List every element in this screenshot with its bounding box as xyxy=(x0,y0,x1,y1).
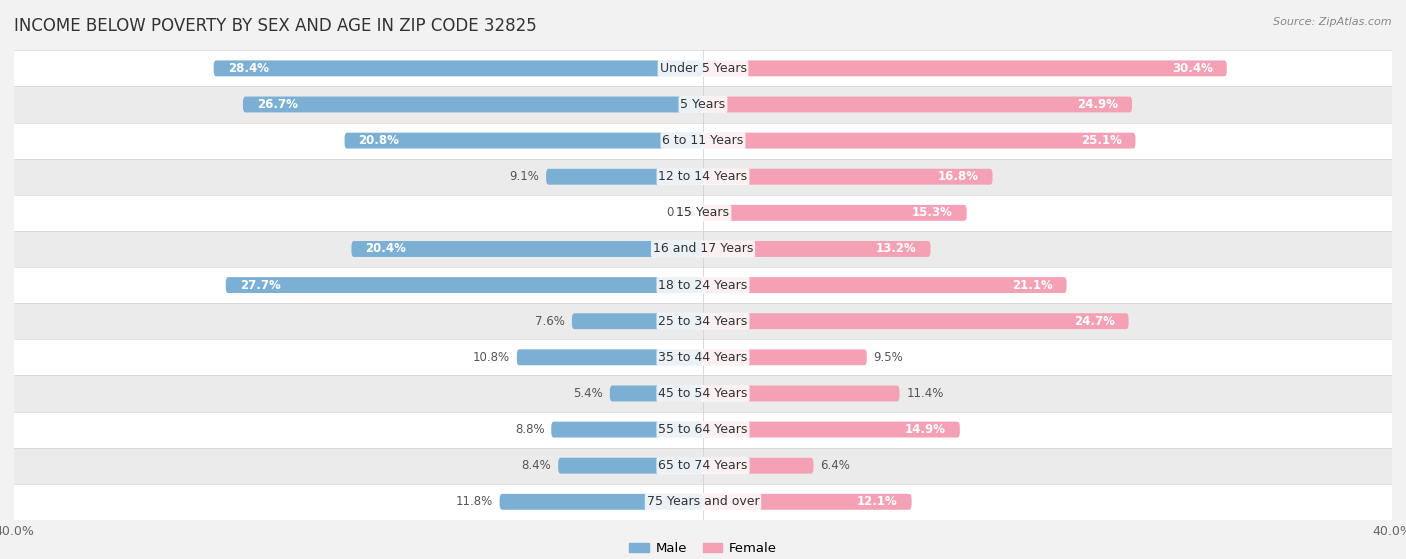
Text: 8.8%: 8.8% xyxy=(515,423,544,436)
Text: 45 to 54 Years: 45 to 54 Years xyxy=(658,387,748,400)
Text: 14.9%: 14.9% xyxy=(905,423,946,436)
Text: 12.1%: 12.1% xyxy=(856,495,897,508)
Text: 13.2%: 13.2% xyxy=(876,243,917,255)
Text: 20.8%: 20.8% xyxy=(359,134,399,147)
FancyBboxPatch shape xyxy=(703,97,1132,112)
FancyBboxPatch shape xyxy=(572,313,703,329)
Text: 24.7%: 24.7% xyxy=(1074,315,1115,328)
Text: 8.4%: 8.4% xyxy=(522,459,551,472)
FancyBboxPatch shape xyxy=(558,458,703,473)
Text: 35 to 44 Years: 35 to 44 Years xyxy=(658,351,748,364)
Bar xyxy=(14,448,1392,484)
FancyBboxPatch shape xyxy=(243,97,703,112)
Bar xyxy=(14,484,1392,520)
FancyBboxPatch shape xyxy=(703,458,814,473)
Text: Source: ZipAtlas.com: Source: ZipAtlas.com xyxy=(1274,17,1392,27)
Text: 11.4%: 11.4% xyxy=(907,387,943,400)
FancyBboxPatch shape xyxy=(703,349,866,365)
FancyBboxPatch shape xyxy=(344,132,703,149)
Bar xyxy=(14,303,1392,339)
Bar xyxy=(14,122,1392,159)
FancyBboxPatch shape xyxy=(703,241,931,257)
Text: 25.1%: 25.1% xyxy=(1081,134,1122,147)
Text: 16.8%: 16.8% xyxy=(938,170,979,183)
FancyBboxPatch shape xyxy=(703,313,1129,329)
Text: 5 Years: 5 Years xyxy=(681,98,725,111)
FancyBboxPatch shape xyxy=(703,60,1227,77)
Text: 7.6%: 7.6% xyxy=(536,315,565,328)
FancyBboxPatch shape xyxy=(703,386,900,401)
Bar xyxy=(14,267,1392,303)
Text: 16 and 17 Years: 16 and 17 Years xyxy=(652,243,754,255)
Text: 6 to 11 Years: 6 to 11 Years xyxy=(662,134,744,147)
FancyBboxPatch shape xyxy=(703,494,911,510)
Text: 30.4%: 30.4% xyxy=(1173,62,1213,75)
Text: 55 to 64 Years: 55 to 64 Years xyxy=(658,423,748,436)
Text: 12 to 14 Years: 12 to 14 Years xyxy=(658,170,748,183)
Text: 26.7%: 26.7% xyxy=(257,98,298,111)
Text: 15.3%: 15.3% xyxy=(912,206,953,219)
Bar xyxy=(14,159,1392,195)
Text: INCOME BELOW POVERTY BY SEX AND AGE IN ZIP CODE 32825: INCOME BELOW POVERTY BY SEX AND AGE IN Z… xyxy=(14,17,537,35)
Bar xyxy=(14,195,1392,231)
Text: 28.4%: 28.4% xyxy=(228,62,269,75)
Text: 21.1%: 21.1% xyxy=(1012,278,1053,292)
Text: 6.4%: 6.4% xyxy=(820,459,851,472)
FancyBboxPatch shape xyxy=(703,277,1067,293)
Text: 10.8%: 10.8% xyxy=(472,351,510,364)
Text: 5.4%: 5.4% xyxy=(574,387,603,400)
FancyBboxPatch shape xyxy=(499,494,703,510)
Text: 18 to 24 Years: 18 to 24 Years xyxy=(658,278,748,292)
Text: 9.5%: 9.5% xyxy=(873,351,903,364)
Bar xyxy=(14,50,1392,87)
Text: 11.8%: 11.8% xyxy=(456,495,494,508)
FancyBboxPatch shape xyxy=(352,241,703,257)
FancyBboxPatch shape xyxy=(226,277,703,293)
Bar xyxy=(14,87,1392,122)
FancyBboxPatch shape xyxy=(546,169,703,184)
FancyBboxPatch shape xyxy=(214,60,703,77)
Bar xyxy=(14,231,1392,267)
Text: 0.0%: 0.0% xyxy=(666,206,696,219)
Text: 27.7%: 27.7% xyxy=(239,278,280,292)
Text: 9.1%: 9.1% xyxy=(509,170,540,183)
Text: Under 5 Years: Under 5 Years xyxy=(659,62,747,75)
Text: 24.9%: 24.9% xyxy=(1077,98,1118,111)
Bar xyxy=(14,339,1392,376)
Bar xyxy=(14,411,1392,448)
FancyBboxPatch shape xyxy=(551,421,703,438)
Text: 20.4%: 20.4% xyxy=(366,243,406,255)
Text: 15 Years: 15 Years xyxy=(676,206,730,219)
FancyBboxPatch shape xyxy=(703,205,967,221)
FancyBboxPatch shape xyxy=(517,349,703,365)
Text: 25 to 34 Years: 25 to 34 Years xyxy=(658,315,748,328)
Text: 65 to 74 Years: 65 to 74 Years xyxy=(658,459,748,472)
FancyBboxPatch shape xyxy=(703,169,993,184)
Legend: Male, Female: Male, Female xyxy=(624,537,782,559)
Bar xyxy=(14,376,1392,411)
FancyBboxPatch shape xyxy=(703,132,1136,149)
FancyBboxPatch shape xyxy=(610,386,703,401)
Text: 75 Years and over: 75 Years and over xyxy=(647,495,759,508)
FancyBboxPatch shape xyxy=(703,421,960,438)
